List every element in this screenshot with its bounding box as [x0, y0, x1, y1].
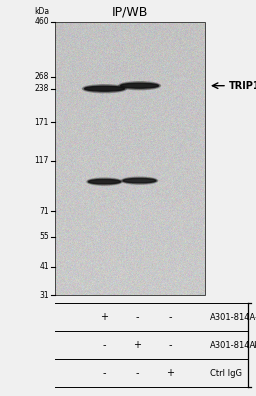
Text: 238: 238 — [35, 84, 49, 93]
Ellipse shape — [121, 83, 158, 88]
Text: 117: 117 — [35, 156, 49, 165]
Ellipse shape — [121, 177, 158, 184]
Ellipse shape — [84, 86, 124, 91]
Ellipse shape — [89, 179, 121, 184]
Ellipse shape — [119, 82, 161, 90]
Text: 268: 268 — [35, 72, 49, 81]
Ellipse shape — [82, 85, 126, 93]
Text: 71: 71 — [39, 207, 49, 216]
Text: TRIP12: TRIP12 — [229, 81, 256, 91]
Ellipse shape — [123, 179, 156, 183]
Text: A301-814A-2: A301-814A-2 — [210, 341, 256, 350]
Text: IP: IP — [253, 341, 256, 350]
Text: 31: 31 — [39, 291, 49, 299]
Text: -: - — [103, 340, 106, 350]
Text: kDa: kDa — [34, 8, 49, 17]
Text: 55: 55 — [39, 232, 49, 242]
Text: -: - — [136, 368, 139, 378]
Text: IP/WB: IP/WB — [112, 6, 148, 19]
Ellipse shape — [87, 178, 122, 185]
Text: -: - — [169, 312, 172, 322]
Bar — [55, 22, 205, 295]
Text: Ctrl IgG: Ctrl IgG — [210, 369, 242, 377]
Text: 41: 41 — [39, 262, 49, 271]
Text: -: - — [103, 368, 106, 378]
Text: 171: 171 — [35, 118, 49, 127]
Text: +: + — [101, 312, 109, 322]
Text: -: - — [169, 340, 172, 350]
Text: A301-814A-1: A301-814A-1 — [210, 312, 256, 322]
Text: +: + — [133, 340, 142, 350]
Text: 460: 460 — [34, 17, 49, 27]
Text: -: - — [136, 312, 139, 322]
Text: +: + — [166, 368, 175, 378]
